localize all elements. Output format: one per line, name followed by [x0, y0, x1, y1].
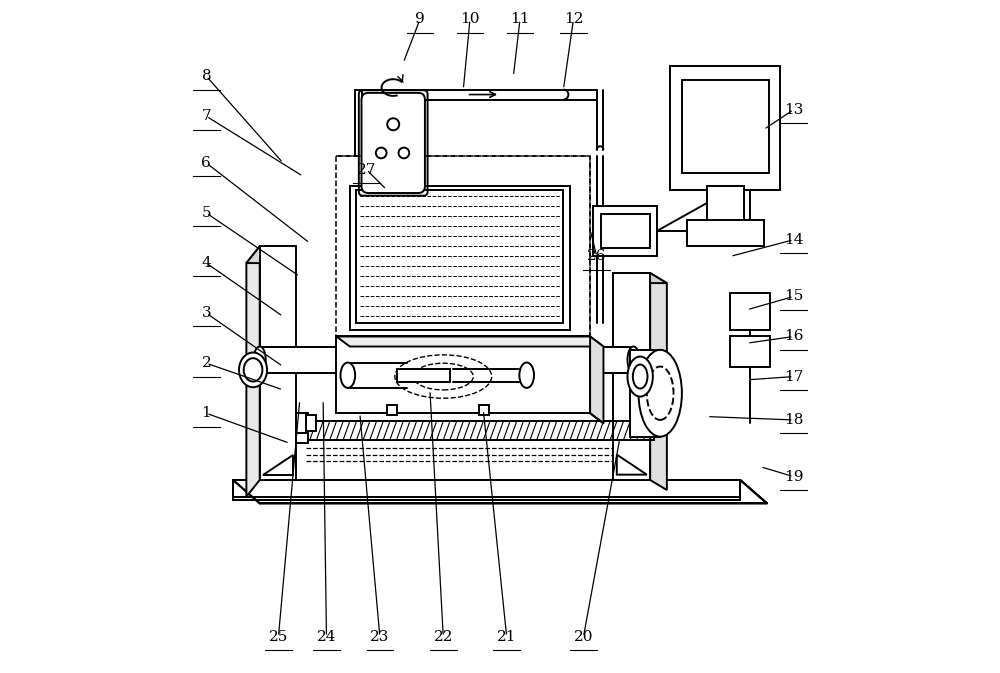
Text: 25: 25: [269, 630, 288, 644]
Text: 2: 2: [201, 356, 211, 370]
Polygon shape: [617, 455, 647, 474]
Polygon shape: [263, 455, 293, 474]
Text: 27: 27: [357, 163, 376, 176]
Bar: [613, 273, 650, 480]
Bar: [260, 347, 633, 374]
Bar: [306, 421, 654, 440]
Text: 20: 20: [574, 630, 593, 644]
Text: 12: 12: [564, 13, 583, 26]
Polygon shape: [336, 336, 603, 347]
Ellipse shape: [244, 358, 262, 382]
Bar: [233, 480, 740, 500]
Bar: [336, 336, 590, 413]
Ellipse shape: [254, 347, 266, 374]
Bar: [350, 186, 570, 330]
Text: 17: 17: [784, 369, 803, 384]
Text: 4: 4: [201, 256, 211, 270]
Bar: [730, 293, 770, 330]
Bar: [296, 433, 308, 444]
FancyBboxPatch shape: [362, 93, 425, 193]
Ellipse shape: [633, 365, 648, 388]
Text: 9: 9: [415, 13, 425, 26]
Ellipse shape: [239, 353, 267, 387]
Text: 18: 18: [784, 413, 803, 427]
Text: 10: 10: [460, 13, 480, 26]
Bar: [356, 190, 563, 323]
Text: 24: 24: [317, 630, 336, 644]
Bar: [233, 480, 740, 500]
Bar: [260, 246, 296, 480]
Bar: [682, 79, 769, 173]
Ellipse shape: [519, 363, 534, 388]
Ellipse shape: [645, 366, 673, 400]
Text: 6: 6: [201, 156, 211, 170]
Text: 26: 26: [587, 250, 607, 263]
Bar: [630, 350, 660, 437]
Text: 16: 16: [784, 330, 803, 343]
Ellipse shape: [387, 118, 399, 131]
Ellipse shape: [638, 350, 682, 437]
Polygon shape: [613, 273, 667, 283]
Bar: [306, 421, 654, 440]
Polygon shape: [246, 246, 260, 497]
Bar: [687, 219, 764, 246]
Bar: [601, 214, 650, 248]
Bar: [397, 369, 450, 382]
Ellipse shape: [650, 371, 668, 395]
Text: 22: 22: [434, 630, 453, 644]
Bar: [387, 404, 397, 415]
Bar: [306, 415, 316, 431]
Text: 15: 15: [784, 289, 803, 304]
Ellipse shape: [647, 367, 674, 420]
Text: 19: 19: [784, 470, 803, 484]
Text: 13: 13: [784, 102, 803, 116]
Ellipse shape: [340, 363, 355, 388]
Bar: [730, 336, 770, 367]
Bar: [479, 404, 489, 415]
Ellipse shape: [627, 357, 653, 396]
Text: 14: 14: [784, 233, 803, 247]
Text: 21: 21: [497, 630, 516, 644]
Text: 8: 8: [202, 69, 211, 83]
Bar: [296, 413, 308, 433]
Bar: [670, 66, 780, 190]
Ellipse shape: [627, 347, 639, 374]
Polygon shape: [233, 480, 767, 503]
Text: 5: 5: [202, 206, 211, 220]
Bar: [260, 347, 633, 374]
Text: 11: 11: [510, 13, 530, 26]
Polygon shape: [590, 336, 603, 423]
Ellipse shape: [376, 147, 387, 158]
Polygon shape: [246, 246, 296, 263]
Bar: [593, 207, 657, 256]
Bar: [336, 156, 590, 336]
Bar: [707, 186, 744, 223]
Text: 23: 23: [370, 630, 390, 644]
Text: 3: 3: [202, 306, 211, 320]
Text: 1: 1: [201, 406, 211, 420]
Text: 7: 7: [202, 109, 211, 123]
Polygon shape: [650, 273, 667, 490]
Ellipse shape: [399, 147, 409, 158]
